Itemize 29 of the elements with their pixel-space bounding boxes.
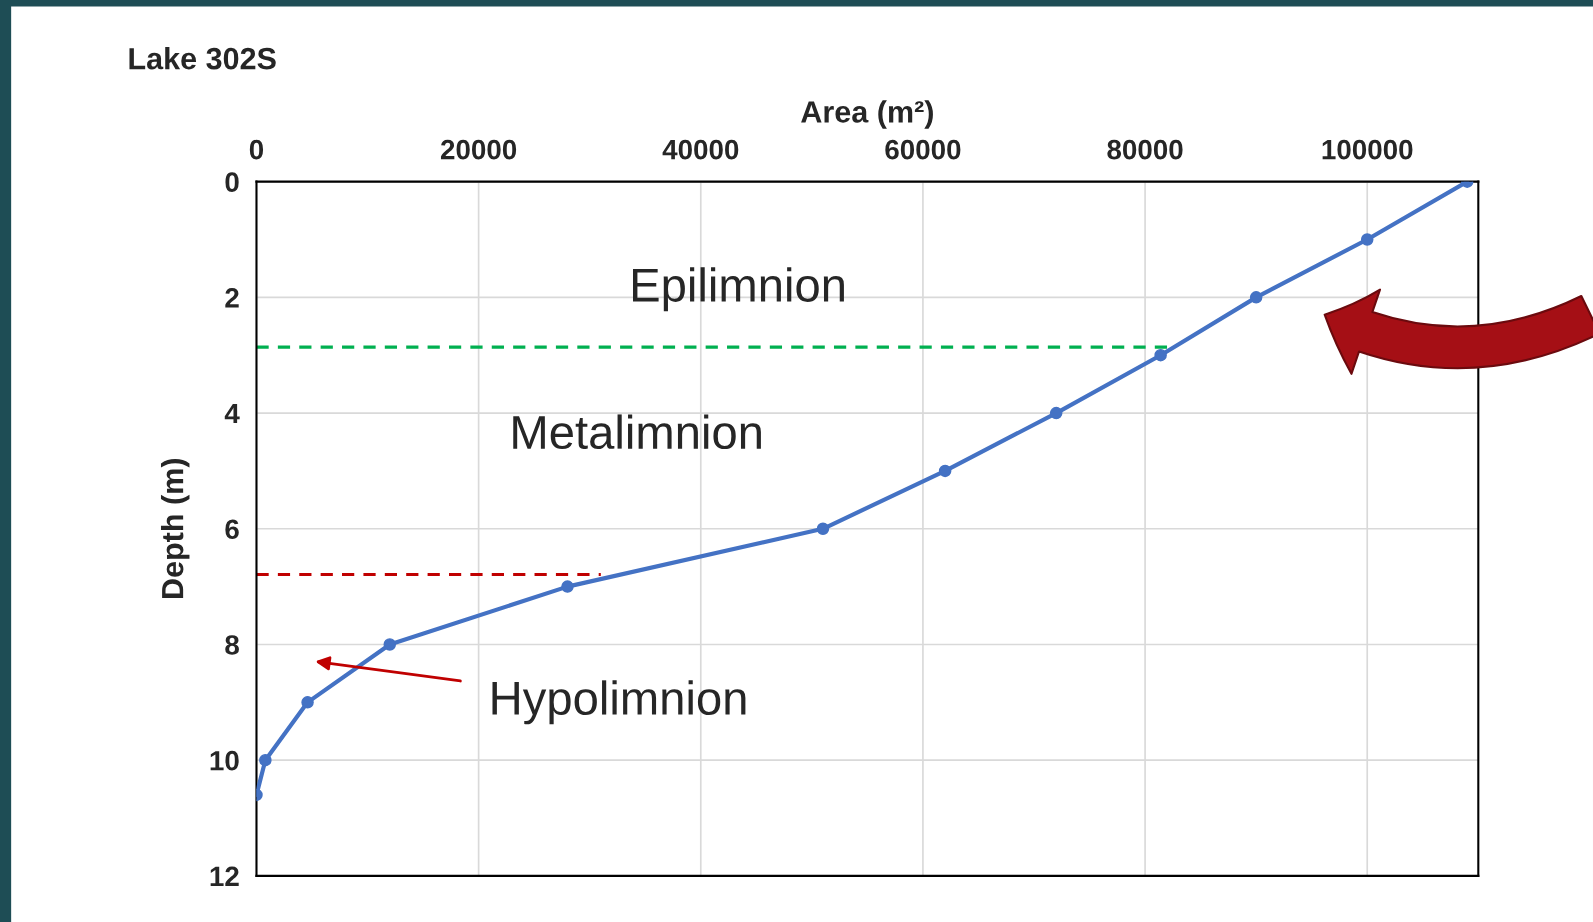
x-tick-label: 80000 <box>1107 139 1183 160</box>
point <box>816 522 830 536</box>
x-tick-label: 20000 <box>440 139 517 160</box>
point <box>259 753 272 767</box>
x-axis-title: Area (m²) <box>801 100 933 129</box>
y-tick-label: 0 <box>225 172 239 192</box>
y-tick-label: 2 <box>225 288 239 308</box>
y-tick-label: 10 <box>210 750 239 771</box>
x-tick-label: 40000 <box>662 139 739 160</box>
annotation: Epilimnion <box>633 267 844 312</box>
point <box>1049 406 1063 420</box>
point <box>1249 291 1263 304</box>
y-tick-label: 4 <box>224 404 240 424</box>
x-tick-label: 60000 <box>885 139 961 160</box>
y-tick-label: 8 <box>225 635 239 655</box>
point <box>1360 233 1374 246</box>
y-axis-title: Depth (m) <box>160 459 190 599</box>
point <box>561 580 574 593</box>
x-tick-label: 100000 <box>1322 139 1413 160</box>
point <box>1154 348 1167 362</box>
point <box>383 638 397 651</box>
y-tick-label: 12 <box>210 866 239 886</box>
y-tick-label: 6 <box>225 519 239 540</box>
x-tick-label: 0 <box>249 139 264 160</box>
point <box>938 464 952 478</box>
annotation: Metalimnion <box>513 414 761 450</box>
annotation: Hypolimnion <box>492 680 746 725</box>
point <box>301 696 314 709</box>
chart-title: Lake 302S <box>129 47 276 70</box>
